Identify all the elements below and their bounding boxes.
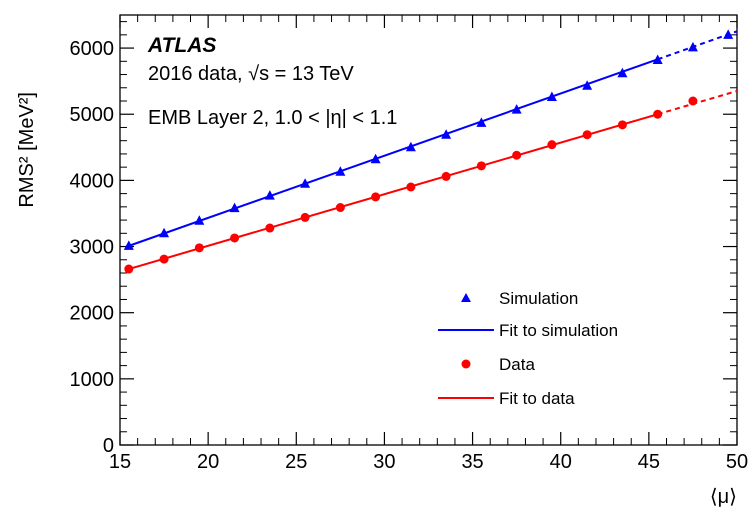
data-point (442, 172, 451, 181)
legend-data-marker (462, 360, 471, 369)
data-point (301, 213, 310, 222)
fit-to-data-line (129, 114, 658, 269)
legend-data-label: Data (499, 355, 535, 374)
simulation-point (723, 29, 733, 39)
region-label: EMB Layer 2, 1.0 < |η| < 1.1 (148, 107, 397, 129)
simulation-point (653, 54, 663, 64)
legend: Simulation Fit to simulation Data Fit to… (438, 289, 618, 408)
fit-to-data-extrapolation-line (658, 91, 737, 114)
x-tick-label: 25 (285, 451, 307, 473)
data-point (512, 151, 521, 160)
x-tick-label: 30 (373, 451, 395, 473)
legend-simulation-label: Simulation (499, 289, 578, 308)
data-point (653, 110, 662, 119)
data-point (195, 243, 204, 252)
data-point (583, 130, 592, 139)
data-point (477, 161, 486, 170)
x-tick-label: 20 (197, 451, 219, 473)
x-tick-label: 45 (638, 451, 660, 473)
y-tick-label: 4000 (70, 170, 115, 192)
y-tick-label: 1000 (70, 369, 115, 391)
data-point (618, 120, 627, 129)
fit-to-simulation-line (129, 59, 658, 246)
data-point (371, 192, 380, 201)
data-point (230, 233, 239, 242)
simulation-point (441, 129, 451, 139)
legend-fit-data-label: Fit to data (499, 389, 575, 408)
data-point (160, 255, 169, 264)
legend-simulation-marker (461, 293, 471, 302)
x-axis-title: ⟨μ⟩ (710, 486, 737, 508)
x-tick-label: 35 (461, 451, 483, 473)
y-tick-label: 3000 (70, 237, 115, 259)
y-tick-label: 6000 (70, 38, 115, 60)
data-point (124, 265, 133, 274)
data-point (265, 224, 274, 233)
data-point (547, 140, 556, 149)
atlas-label: ATLAS (147, 34, 216, 57)
x-tick-label: 40 (550, 451, 572, 473)
data-point (406, 183, 415, 192)
y-axis-title: RMS² [MeV²] (16, 92, 38, 208)
x-tick-label: 15 (109, 451, 131, 473)
x-tick-label: 50 (726, 451, 748, 473)
legend-fit-simulation-label: Fit to simulation (499, 321, 618, 340)
y-tick-label: 2000 (70, 303, 115, 325)
y-tick-label: 5000 (70, 104, 115, 126)
data-point (688, 97, 697, 106)
data-point (336, 203, 345, 212)
dataset-label: 2016 data, √s = 13 TeV (148, 63, 354, 85)
